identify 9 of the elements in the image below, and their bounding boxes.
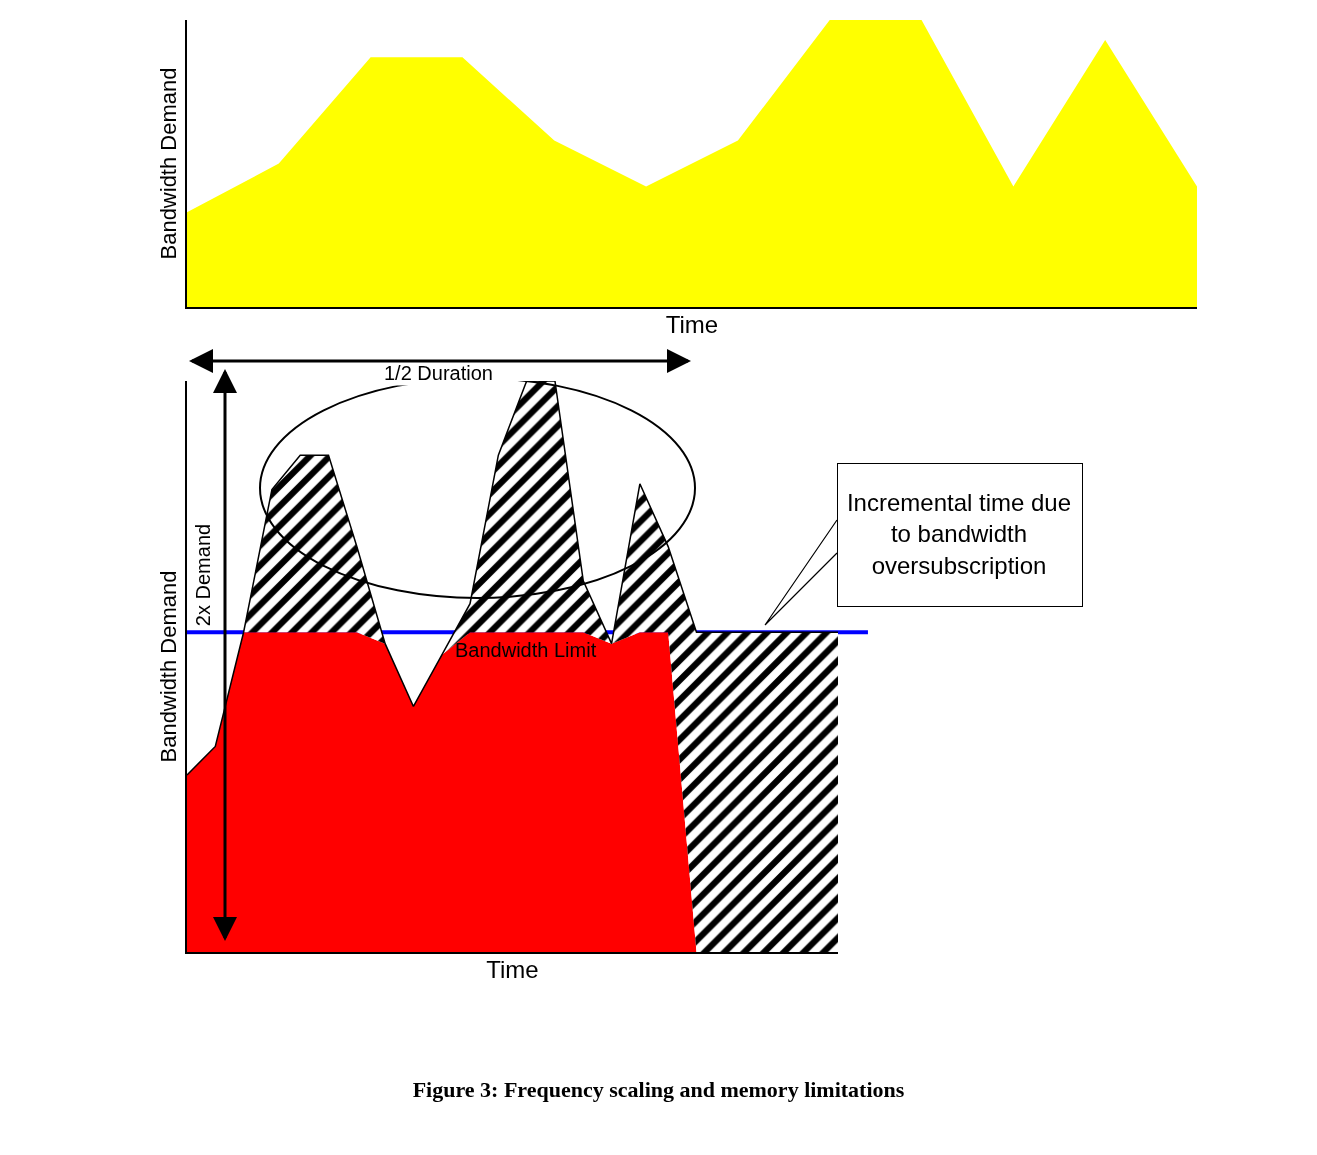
y-axis-title: Bandwidth Demand (156, 67, 182, 260)
y-axis-title: Bandwidth Demand (156, 570, 182, 763)
x-axis-title: Time (665, 310, 719, 338)
annotation: 1/2 Duration (384, 362, 493, 384)
x-axis-title: Time (486, 955, 539, 983)
caption: Figure 3: Frequency scaling and memory limitations (411, 1077, 906, 1103)
annotation: Incremental time due to bandwidth oversubscription (845, 488, 1073, 581)
annotation: 2x Demand (191, 523, 214, 627)
ref-line-label: Bandwidth Limit (455, 639, 597, 661)
